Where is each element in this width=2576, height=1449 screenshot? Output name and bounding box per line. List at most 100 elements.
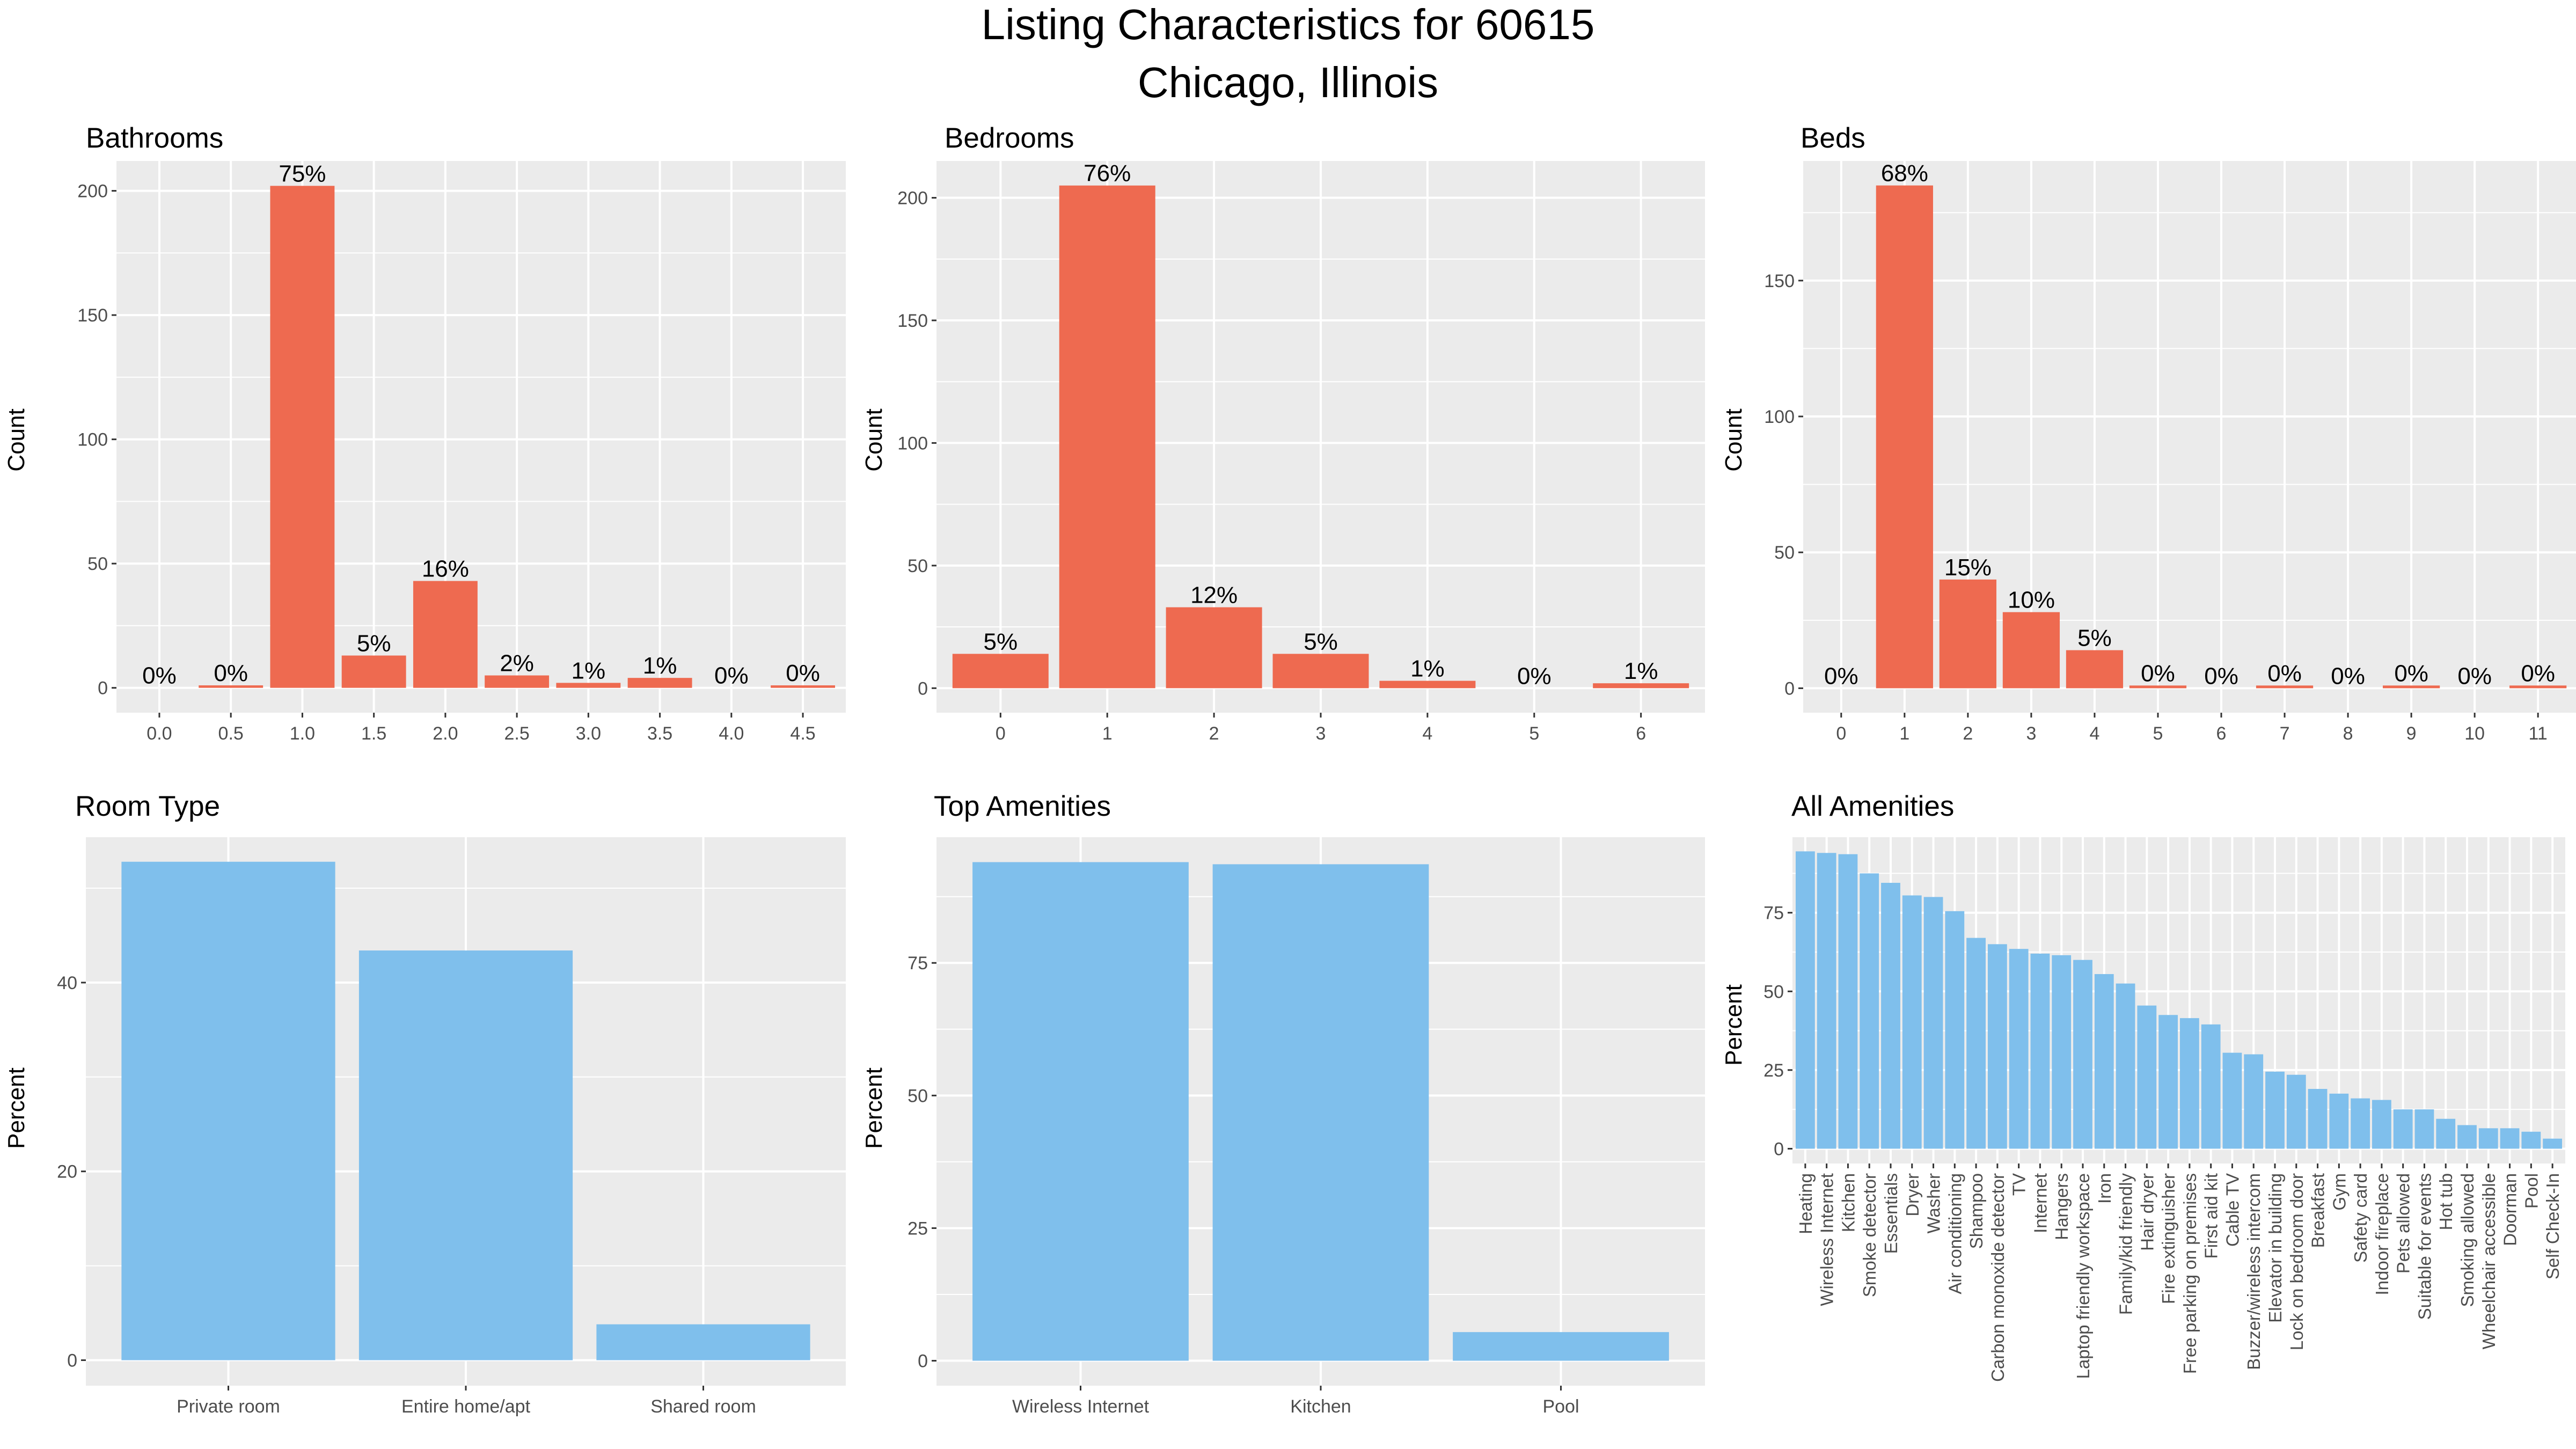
data-label: 0%: [2141, 660, 2175, 686]
bar-2: [1939, 579, 1996, 689]
bar-2-0: [413, 581, 478, 688]
bar-tv: [2009, 949, 2029, 1149]
x-tick-label: 4.5: [790, 723, 815, 744]
data-label: 0%: [786, 660, 820, 686]
panel-title: Beds: [1801, 122, 1865, 154]
y-tick-label: 0: [67, 1351, 77, 1371]
x-tick-label: Fire extinguisher: [2158, 1173, 2178, 1304]
x-tick-label: Lock on bedroom door: [2287, 1173, 2307, 1350]
bar-3: [1272, 654, 1369, 689]
x-tick-label: 5: [2153, 723, 2163, 744]
bar-safety-card: [2351, 1098, 2370, 1149]
x-tick-label: Pets allowed: [2394, 1173, 2413, 1274]
bar-family-kid-friendly: [2116, 983, 2135, 1149]
data-label: 15%: [1944, 554, 1992, 581]
bar-wheelchair-accessible: [2478, 1128, 2498, 1149]
data-label: 5%: [1304, 628, 1338, 655]
data-label: 0%: [2267, 660, 2302, 686]
x-tick-label: Pool: [1542, 1396, 1579, 1417]
x-tick-label: 6: [1636, 723, 1646, 744]
bar-wireless-internet: [972, 862, 1189, 1361]
data-label: 12%: [1190, 582, 1238, 609]
y-axis-label: Percent: [1721, 984, 1747, 1066]
x-tick-label: Internet: [2030, 1173, 2050, 1233]
bar-buzzer-wireless-intercom: [2244, 1054, 2264, 1149]
x-tick-label: 3.0: [576, 723, 601, 744]
y-tick-label: 200: [77, 181, 108, 202]
bar-shampoo: [1966, 938, 1986, 1149]
x-tick-label: Safety card: [2351, 1173, 2370, 1263]
data-label: 2%: [500, 650, 534, 677]
x-tick-label: Air conditioning: [1945, 1173, 1965, 1294]
figure-subtitle: Chicago, Illinois: [1137, 58, 1439, 106]
x-tick-label: 2.5: [504, 723, 529, 744]
y-tick-label: 40: [57, 973, 77, 993]
x-tick-label: Smoke detector: [1860, 1173, 1879, 1297]
x-tick-label: 0.0: [147, 723, 172, 744]
bar-self-check-in: [2543, 1138, 2563, 1149]
bar-private-room: [121, 861, 335, 1360]
bar-pets-allowed: [2393, 1109, 2413, 1149]
x-tick-label: 6: [2216, 723, 2227, 744]
x-tick-label: 3: [2026, 723, 2036, 744]
x-tick-label: Family/kid friendly: [2116, 1173, 2136, 1315]
bar-7: [2256, 685, 2314, 689]
x-tick-label: 4.0: [719, 723, 744, 744]
y-tick-label: 200: [897, 188, 928, 209]
bar-2: [1166, 607, 1262, 689]
bar-free-parking-on-premises: [2179, 1018, 2199, 1149]
bar-heating: [1795, 851, 1815, 1149]
data-label: 68%: [1881, 160, 1928, 187]
y-tick-label: 50: [908, 556, 928, 576]
panel-title: All Amenities: [1791, 791, 1954, 822]
bar-suitable-for-events: [2414, 1109, 2434, 1149]
bar-iron: [2094, 974, 2114, 1149]
bar-9: [2383, 685, 2440, 689]
bar-0: [952, 654, 1049, 689]
y-axis-label: Count: [861, 408, 887, 471]
x-tick-label: First aid kit: [2201, 1173, 2221, 1259]
x-tick-label: Entire home/apt: [401, 1396, 531, 1417]
y-tick-label: 150: [77, 305, 108, 326]
x-tick-label: 10: [2464, 723, 2485, 744]
bar-1-0: [270, 186, 335, 688]
bar-internet: [2030, 953, 2050, 1149]
x-tick-label: Gym: [2329, 1173, 2349, 1211]
x-tick-label: 0: [1836, 723, 1846, 744]
y-tick-label: 20: [57, 1162, 77, 1182]
x-tick-label: Buzzer/wireless intercom: [2244, 1173, 2264, 1370]
x-tick-label: Smoking allowed: [2457, 1173, 2477, 1307]
bar-pool: [1453, 1332, 1669, 1361]
bar-indoor-fireplace: [2372, 1100, 2391, 1149]
y-tick-label: 25: [908, 1218, 928, 1239]
x-tick-label: Carbon monoxide detector: [1988, 1173, 2008, 1382]
y-tick-label: 0: [98, 678, 108, 699]
bar-shared-room: [596, 1324, 810, 1360]
x-tick-label: 3.5: [647, 723, 672, 744]
x-tick-label: 1: [1899, 723, 1909, 744]
y-tick-label: 50: [87, 554, 108, 574]
bar-carbon-monoxide-detector: [1987, 944, 2007, 1149]
bar-4: [1379, 680, 1476, 689]
bar-dryer: [1902, 895, 1922, 1149]
x-tick-label: 2: [1963, 723, 1973, 744]
data-label: 0%: [1824, 663, 1858, 689]
x-tick-label: 9: [2406, 723, 2417, 744]
x-tick-label: 7: [2280, 723, 2290, 744]
x-tick-label: Iron: [2095, 1173, 2114, 1204]
x-tick-label: Self Check-In: [2543, 1173, 2563, 1279]
bar-entire-home-apt: [358, 950, 573, 1360]
x-tick-label: Dryer: [1902, 1173, 1922, 1217]
y-tick-label: 50: [908, 1086, 928, 1106]
y-tick-label: 75: [908, 953, 928, 974]
bar-gym: [2329, 1093, 2349, 1149]
data-label: 1%: [572, 657, 606, 684]
bar-1: [1059, 185, 1155, 689]
bar-2-5: [485, 675, 550, 688]
y-axis-label: Count: [3, 408, 30, 471]
bar-4: [2066, 650, 2124, 689]
x-tick-label: Hot tub: [2436, 1173, 2456, 1230]
chart-beds: 0 50 100 150 0% 68% 15% 10% 5% 0% 0% 0% 0% 0% 0% 0% 0 1 2 3…: [1721, 122, 2576, 744]
chart-bedrooms: 0 50 100 150 200 5% 76% 12% 5% 1% 0% 1% 0 1 2 3 4 5 6 Bedro…: [861, 122, 1705, 744]
